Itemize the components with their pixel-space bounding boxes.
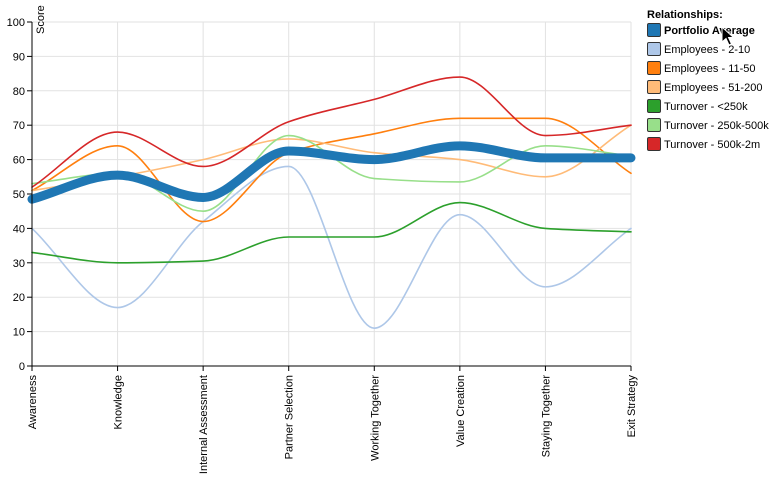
series-line-turnover-250k[interactable]	[31, 201, 632, 264]
legend-swatch	[647, 118, 661, 132]
y-tick-label: 70	[13, 120, 25, 132]
legend-swatch	[647, 137, 661, 151]
grid-lines	[31, 21, 632, 367]
y-tick-label: 60	[13, 155, 25, 167]
legend-title: Relationships:	[647, 9, 723, 21]
y-tick-label: 20	[13, 292, 25, 304]
legend-item[interactable]: Turnover - 250k-500k	[647, 118, 770, 133]
legend-label: Turnover - 250k-500k	[664, 120, 769, 132]
legend-item[interactable]: Employees - 51-200	[647, 80, 763, 95]
legend-swatch	[647, 80, 661, 94]
x-tick-label: Internal Assessment	[198, 375, 210, 474]
legend-swatch	[647, 23, 661, 37]
y-tick-label: 100	[7, 17, 25, 29]
legend-label: Portfolio Average	[664, 25, 755, 37]
y-tick-label: 10	[13, 327, 25, 339]
legend-label: Turnover - 500k-2m	[664, 139, 760, 151]
legend-item[interactable]: Employees - 11-50	[647, 61, 756, 76]
x-tick-label: Staying Together	[540, 375, 552, 458]
legend-label: Turnover - <250k	[664, 101, 748, 113]
y-axis-label: Score	[35, 5, 47, 34]
y-tick-label: 0	[19, 361, 25, 373]
x-tick-label: Value Creation	[455, 375, 467, 447]
legend-label: Employees - 51-200	[664, 82, 762, 94]
y-tick-label: 30	[13, 258, 25, 270]
series-line-turnover-500k-2m[interactable]	[31, 76, 632, 188]
legend-item[interactable]: Turnover - 500k-2m	[647, 137, 761, 152]
legend-item[interactable]: Employees - 2-10	[647, 42, 751, 57]
legend-item[interactable]: Turnover - <250k	[647, 99, 749, 114]
y-tick-label: 90	[13, 51, 25, 63]
x-tick-label: Knowledge	[113, 375, 125, 429]
x-tick-label: Exit Strategy	[626, 375, 638, 438]
series-line-portfolio-average[interactable]	[27, 141, 636, 204]
y-tick-label: 80	[13, 86, 25, 98]
legend-label: Employees - 2-10	[664, 44, 750, 56]
y-tick-label: 50	[13, 189, 25, 201]
axes: 0 10 20 30 40 50 60 70 80 90 100 Awareness Knowledge…	[7, 17, 638, 474]
legend-label: Employees - 11-50	[664, 63, 756, 75]
x-tick-label: Working Together	[369, 375, 381, 461]
legend-swatch	[647, 42, 661, 56]
cursor-icon	[721, 25, 735, 46]
y-tick-label: 40	[13, 223, 25, 235]
legend-swatch	[647, 99, 661, 113]
legend[interactable]: Relationships: Portfolio Average Employee…	[647, 9, 769, 151]
series-line-employees-2-10[interactable]	[31, 165, 632, 329]
series-line-employees-11-50[interactable]	[31, 117, 632, 223]
legend-swatch	[647, 61, 661, 75]
legend-item[interactable]: Portfolio Average	[647, 23, 755, 38]
x-tick-label: Partner Selection	[284, 375, 296, 459]
series-lines	[27, 76, 636, 329]
x-tick-label: Awareness	[27, 375, 39, 430]
